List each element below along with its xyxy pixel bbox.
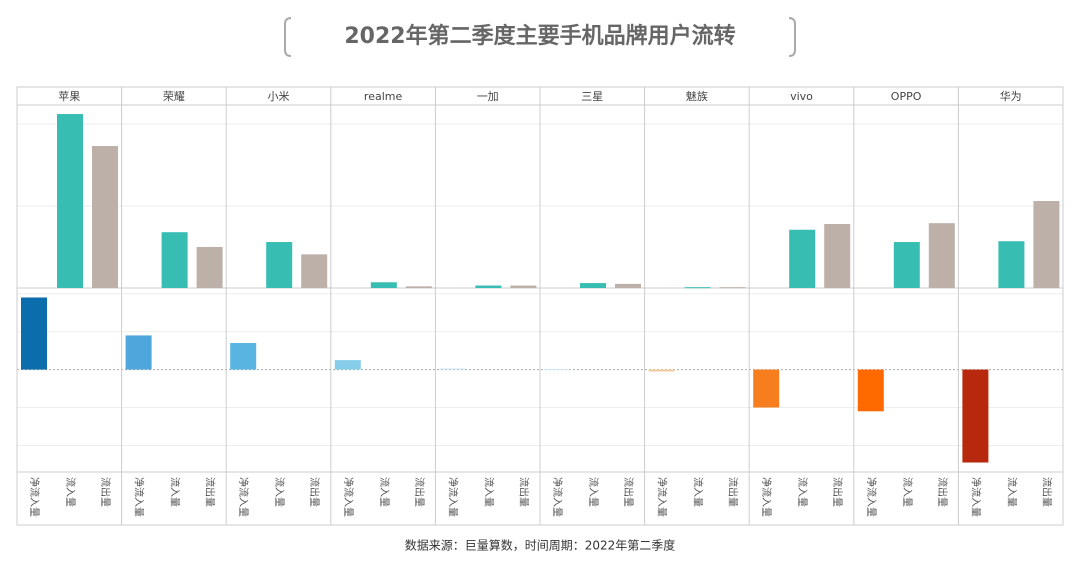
measure-label: 流出量 — [517, 477, 530, 507]
measure-label: 流出量 — [831, 477, 844, 507]
bar — [196, 246, 223, 288]
measure-label: 净流入量 — [551, 477, 564, 517]
measure-label: 流入量 — [1005, 477, 1018, 507]
measure-label: 净流入量 — [760, 477, 773, 517]
bar — [475, 285, 502, 288]
bar — [1033, 201, 1060, 288]
bar — [998, 241, 1025, 288]
bar — [893, 242, 920, 288]
measure-label: 流出量 — [622, 477, 635, 507]
measure-label: 流入量 — [64, 477, 77, 507]
measure-label: 净流入量 — [969, 477, 982, 517]
bar — [789, 229, 816, 288]
bracket — [284, 17, 292, 57]
measure-label: 流出量 — [413, 477, 426, 507]
bar — [928, 223, 955, 288]
bar — [439, 368, 466, 370]
measure-label: 流入量 — [901, 477, 914, 507]
measure-label: 净流入量 — [342, 477, 355, 517]
measure-label: 流入量 — [482, 477, 495, 507]
brand-label: 苹果 — [58, 89, 80, 103]
bar — [161, 232, 188, 288]
chart-title: 2022年第二季度主要手机品牌用户流转 — [344, 23, 735, 49]
measure-label: 流入量 — [692, 477, 705, 507]
bar — [580, 283, 606, 288]
measure-label: 流出量 — [204, 477, 217, 507]
bar — [824, 223, 851, 288]
source: 数据来源：巨量算数，时间周期：2022年第二季度 — [405, 538, 676, 553]
measure-label: 净流入量 — [865, 477, 878, 517]
measure-label: 净流入量 — [237, 477, 250, 517]
measure-label: 流入量 — [378, 477, 391, 507]
brand-label: 小米 — [268, 90, 290, 103]
brand-label: OPPO — [891, 90, 922, 103]
brand-label: vivo — [790, 90, 813, 103]
brand-label: 一加 — [477, 90, 499, 103]
measure-label: 流出量 — [308, 477, 321, 507]
measure-label: 净流入量 — [656, 477, 669, 517]
brand-label: 荣耀 — [163, 90, 185, 103]
brand-label: 三星 — [581, 90, 603, 103]
measure-label: 净流入量 — [446, 477, 459, 517]
bar — [230, 343, 257, 370]
measure-label: 净流入量 — [28, 477, 41, 517]
measure-label: 流出量 — [1040, 477, 1053, 507]
bar — [544, 368, 570, 370]
bar — [405, 286, 432, 288]
bar — [334, 360, 361, 370]
bar — [857, 369, 884, 412]
bar — [266, 242, 293, 288]
measure-label: 流入量 — [796, 477, 809, 507]
measure-label: 流入量 — [587, 477, 600, 507]
measure-label: 流出量 — [727, 477, 740, 507]
brand-label: realme — [364, 90, 403, 103]
bar — [615, 283, 641, 288]
bar — [753, 369, 780, 408]
bar — [57, 114, 83, 288]
measure-label: 流入量 — [169, 477, 182, 507]
bar — [301, 254, 328, 288]
brand-label: 华为 — [1000, 89, 1022, 103]
measure-label: 流入量 — [273, 477, 286, 507]
bar — [510, 285, 537, 288]
bar — [719, 287, 746, 289]
bar — [370, 282, 397, 288]
bracket — [788, 17, 796, 57]
measure-label: 流出量 — [936, 477, 949, 507]
bar — [684, 287, 711, 289]
bar — [21, 297, 47, 370]
bar — [92, 146, 118, 288]
bar — [648, 369, 675, 372]
brand-label: 魅族 — [686, 89, 708, 103]
measure-label: 流出量 — [99, 477, 112, 507]
bar — [962, 369, 989, 463]
bar — [125, 335, 152, 370]
measure-label: 净流入量 — [133, 477, 146, 517]
